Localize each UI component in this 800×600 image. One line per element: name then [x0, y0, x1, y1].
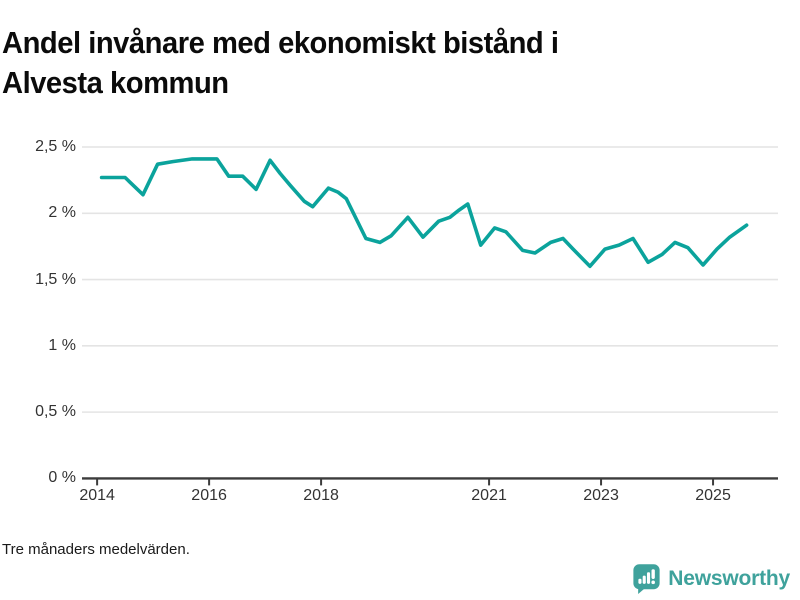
- y-axis-label: 2 %: [48, 204, 76, 222]
- x-axis-label: 2023: [583, 487, 619, 505]
- y-axis-label: 2,5 %: [35, 138, 76, 155]
- y-axis-label: 1 %: [48, 336, 76, 354]
- chart-footnote: Tre månaders medelvärden.: [2, 541, 190, 558]
- newsworthy-speech-bubble-barchart-icon: [633, 564, 660, 594]
- page-title-line2: Alvesta kommun: [2, 64, 229, 100]
- y-axis-label: 0 %: [48, 469, 76, 487]
- page-title-line1: Andel invånare med ekonomiskt bistånd i: [2, 24, 559, 60]
- x-axis-label: 2016: [191, 487, 227, 505]
- x-axis-label: 2014: [79, 487, 115, 505]
- bar-icon-medium: [642, 575, 647, 584]
- x-axis-label: 2021: [471, 487, 507, 505]
- page-title: Andel invånare med ekonomiskt bistånd i A…: [2, 23, 716, 103]
- x-axis-label: 2025: [695, 487, 731, 505]
- newsworthy-logo: Newsworthy: [632, 563, 790, 594]
- bar-icon-tall: [647, 572, 651, 584]
- newsworthy-logo-text: Newsworthy: [668, 566, 790, 590]
- y-axis-label: 1,5 %: [35, 270, 76, 288]
- bar-icon-short: [638, 578, 642, 584]
- y-axis-label: 0,5 %: [35, 403, 76, 421]
- x-axis-label: 2018: [303, 487, 339, 505]
- exclamation-icon: [651, 569, 656, 579]
- data-line-alvesta-kommun: [99, 157, 749, 269]
